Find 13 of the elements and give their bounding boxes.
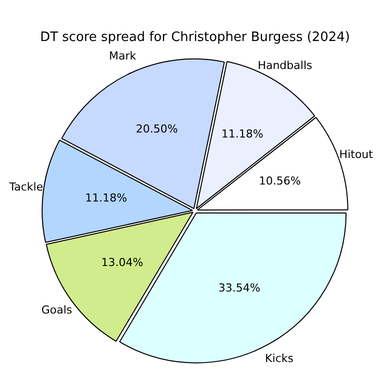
- slice-label: Kicks: [265, 352, 294, 365]
- chart-title: DT score spread for Christopher Burgess (2024): [40, 30, 350, 46]
- slice-label: Mark: [108, 49, 137, 62]
- data-label: 33.54%: [218, 282, 260, 295]
- data-label: 20.50%: [136, 122, 178, 136]
- slice-label: Goals: [41, 303, 72, 316]
- slice-label: Tackle: [8, 180, 44, 194]
- data-label: 10.56%: [258, 174, 301, 188]
- data-label: 13.04%: [101, 256, 144, 270]
- slice-label: Handballs: [258, 58, 312, 72]
- slice-label: Hitout: [339, 148, 374, 162]
- data-label: 11.18%: [221, 127, 264, 140]
- data-label: 11.18%: [85, 191, 128, 204]
